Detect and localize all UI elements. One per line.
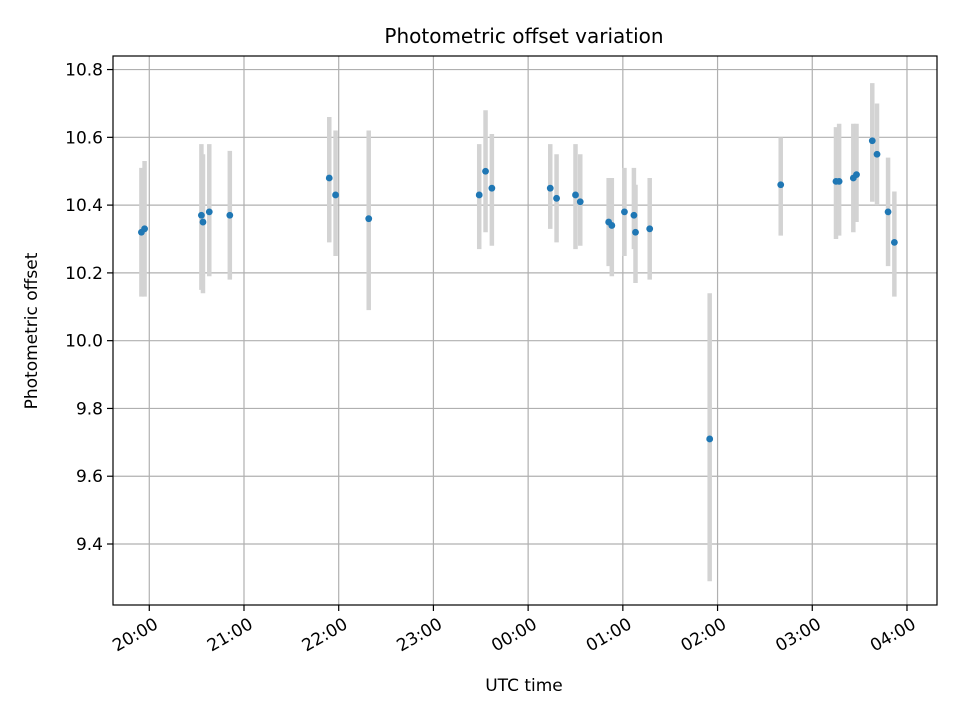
data-point (576, 198, 584, 206)
data-point (365, 215, 373, 223)
x-tick-label: 02:00 (678, 614, 730, 656)
x-tick-label: 00:00 (488, 614, 540, 656)
chart-title: Photometric offset variation (384, 24, 663, 48)
grid (113, 56, 937, 605)
data-point (482, 167, 489, 175)
data-point (197, 211, 205, 219)
y-tick-label: 10.8 (65, 61, 103, 81)
y-tick-label: 9.8 (76, 399, 103, 419)
x-tick-label: 04:00 (867, 614, 919, 656)
data-point (873, 150, 881, 158)
x-tick-label: 03:00 (772, 614, 824, 656)
data-point (835, 177, 843, 185)
y-tick-label: 9.6 (76, 467, 103, 487)
x-tick-label: 23:00 (393, 614, 445, 656)
data-point (226, 211, 234, 219)
data-point (553, 194, 560, 202)
data-point (546, 184, 554, 192)
plot-frame (112, 55, 938, 606)
y-tick-label: 10.6 (65, 128, 103, 148)
x-tick-label: 20:00 (109, 614, 161, 656)
data-point (199, 218, 207, 226)
data-point (632, 228, 639, 236)
x-tick-label: 22:00 (299, 614, 351, 656)
data-point (488, 184, 496, 192)
data-point (706, 435, 714, 443)
x-axis: 20:00 21:00 22:00 23:00 00:00 01:00 02:00 03:00… (109, 605, 919, 656)
data-point (777, 181, 785, 189)
data-point (853, 171, 860, 179)
data-point (890, 238, 898, 246)
y-axis-title: Photometric offset (22, 252, 42, 409)
y-axis: 9.4 9.6 9.8 10.0 10.2 10.4 10.6 10.8 (65, 61, 113, 555)
data-point (646, 225, 654, 233)
y-tick-label: 10.4 (65, 196, 103, 216)
data-point (608, 222, 616, 229)
data-point (325, 174, 333, 182)
data-point (332, 191, 339, 199)
y-tick-label: 10.0 (65, 332, 103, 352)
data-point (475, 191, 483, 199)
data-point (572, 191, 579, 199)
data-point (630, 211, 638, 219)
data-point (205, 208, 213, 216)
error-bars (139, 83, 897, 582)
data-point (868, 137, 876, 145)
data-point (884, 208, 892, 216)
x-tick-label: 01:00 (583, 614, 635, 656)
y-tick-label: 10.2 (65, 264, 103, 284)
y-tick-label: 9.4 (76, 535, 103, 555)
x-axis-title: UTC time (485, 676, 563, 696)
data-point (141, 225, 148, 233)
data-points (138, 137, 898, 443)
data-point (621, 208, 628, 216)
x-tick-label: 21:00 (204, 614, 256, 656)
